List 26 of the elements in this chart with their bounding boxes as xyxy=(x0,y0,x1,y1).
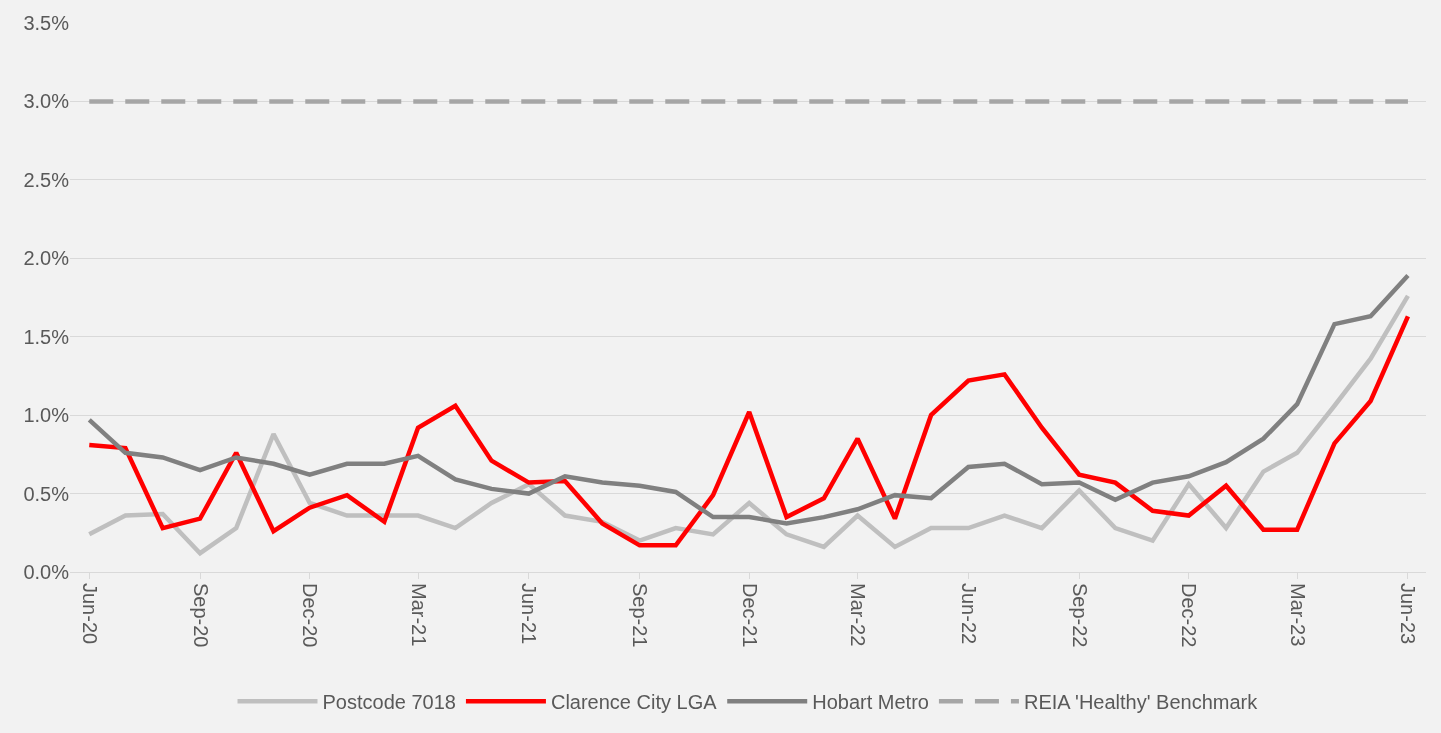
line-series xyxy=(87,273,1411,526)
y-tick-label: 3.5% xyxy=(23,12,70,34)
x-tick-label: Mar-23 xyxy=(1286,583,1309,647)
x-tick-label: Dec-22 xyxy=(1178,583,1201,648)
y-tick-label: 1.5% xyxy=(23,325,70,348)
x-tick-label: Dec-21 xyxy=(738,583,761,648)
y-tick-label: 1.0% xyxy=(23,404,70,427)
y-tick-label: 2.0% xyxy=(23,247,70,270)
x-tick-label: Dec-20 xyxy=(299,583,322,648)
x-tick-label: Sep-22 xyxy=(1068,583,1091,648)
x-tick-label: Sep-21 xyxy=(629,583,652,648)
x-tick-label: Jun-20 xyxy=(78,583,101,645)
x-tick-label: Mar-22 xyxy=(847,583,870,647)
y-tick-label: 3.0% xyxy=(23,90,70,113)
legend-label: Postcode 7018 xyxy=(322,691,456,714)
x-tick-label: Jun-21 xyxy=(518,583,541,645)
legend-label: REIA 'Healthy' Benchmark xyxy=(1023,691,1259,714)
y-tick-label: 0.5% xyxy=(23,482,70,505)
legend-label: Hobart Metro xyxy=(812,691,929,714)
x-tick-label: Jun-23 xyxy=(1397,583,1420,645)
y-tick-label: 0.0% xyxy=(23,561,70,583)
x-tick-label: Jun-22 xyxy=(957,583,980,645)
x-tick-label: Mar-21 xyxy=(407,583,430,647)
legend-label: Clarence City LGA xyxy=(550,691,718,714)
y-tick-label: 2.5% xyxy=(23,168,70,191)
x-tick-label: Sep-20 xyxy=(189,583,212,648)
